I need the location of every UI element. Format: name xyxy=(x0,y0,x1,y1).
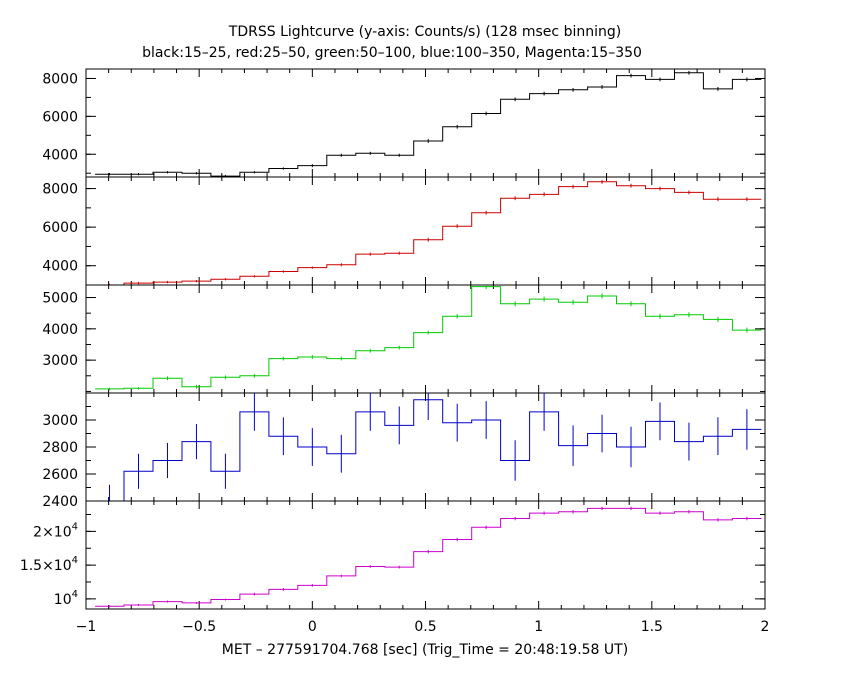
panel-frame xyxy=(85,68,766,178)
tick-exponent: 4 xyxy=(72,521,78,532)
tick-mantissa: 10 xyxy=(54,592,72,608)
y-tick-label: 4000 xyxy=(42,322,78,338)
tick-exponent: 4 xyxy=(72,555,78,566)
panel-frame xyxy=(85,392,766,502)
y-tick-label: 2×104 xyxy=(33,521,78,540)
x-tick-label: 0.5 xyxy=(414,619,436,635)
panel-frame xyxy=(85,176,766,286)
y-tick-label: 8000 xyxy=(42,182,78,198)
x-tick-label: −0.5 xyxy=(182,619,216,635)
tick-exponent: 4 xyxy=(72,589,78,600)
x-axis-label: MET – 277591704.768 [sec] (Trig_Time = 2… xyxy=(222,642,628,658)
series-line-green xyxy=(95,286,762,390)
panel-red: 4000 6000 8000 xyxy=(42,176,766,286)
y-tick-label: 6000 xyxy=(42,109,78,125)
tick-mantissa: 1.5×10 xyxy=(20,558,72,574)
y-tick-label: 3000 xyxy=(42,413,78,429)
y-tick-label: 4000 xyxy=(42,147,78,163)
y-tick-label: 6000 xyxy=(42,220,78,236)
panel-black: 4000 6000 8000 xyxy=(42,68,766,178)
series-line-magenta xyxy=(95,507,762,607)
panel-blue: 2400 2600 2800 3000 xyxy=(42,392,766,510)
x-tick-label: −1 xyxy=(76,619,97,635)
y-tick-label: 1.5×104 xyxy=(20,555,78,574)
panel-frame xyxy=(85,500,766,610)
y-tick-label: 8000 xyxy=(42,71,78,87)
x-tick-label: 1 xyxy=(534,619,543,635)
y-tick-label: 2800 xyxy=(42,440,78,456)
series-line-red xyxy=(95,181,762,286)
x-tick-label: 0 xyxy=(308,619,317,635)
y-tick-label: 4000 xyxy=(42,259,78,275)
y-tick-label: 3000 xyxy=(42,353,78,369)
x-tick-label: 1.5 xyxy=(641,619,663,635)
y-tick-label: 5000 xyxy=(42,291,78,307)
x-tick-label: 2 xyxy=(761,619,770,635)
panels-group: 4000600080004000600080003000400050002400… xyxy=(20,68,770,635)
tick-mantissa: 2×10 xyxy=(33,524,71,540)
panel-frame xyxy=(85,284,766,394)
chart-title: TDRSS Lightcurve (y-axis: Counts/s) (128… xyxy=(228,24,621,40)
chart-subtitle: black:15–25, red:25–50, green:50–100, bl… xyxy=(142,45,642,61)
y-tick-label: 2400 xyxy=(42,494,78,510)
y-tick-label: 2600 xyxy=(42,467,78,483)
series-line-black xyxy=(95,72,762,177)
panel-green: 3000 4000 5000 xyxy=(42,284,766,394)
y-tick-label: 104 xyxy=(54,589,78,608)
